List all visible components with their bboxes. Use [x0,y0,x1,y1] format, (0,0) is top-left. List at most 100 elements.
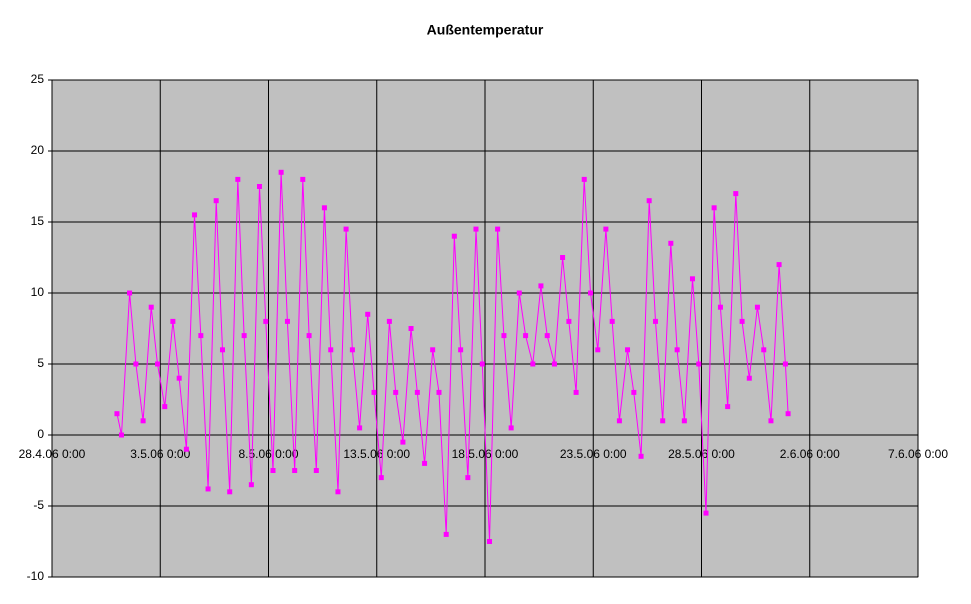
data-marker [631,389,637,395]
data-marker [284,318,290,324]
data-marker [551,361,557,367]
x-tick-label: 28.4.06 0:00 [19,447,86,461]
x-tick-label: 7.6.06 0:00 [888,447,948,461]
data-marker [674,347,680,353]
data-marker [270,468,276,473]
data-marker [581,176,587,182]
data-marker [560,255,566,260]
data-marker [313,468,319,473]
data-marker [176,375,182,381]
data-marker [501,333,507,339]
data-marker [761,347,767,353]
data-marker [357,425,363,431]
data-marker [638,453,644,459]
data-marker [183,446,189,452]
x-tick-label: 8.5.06 0:00 [238,447,298,461]
data-marker [205,486,211,492]
data-marker [544,333,550,339]
data-marker [343,226,349,232]
data-marker [479,361,485,367]
data-marker [652,318,658,324]
data-marker [782,361,788,367]
data-marker [689,276,695,282]
data-marker [668,240,674,246]
data-marker [473,226,479,232]
x-tick-label: 13.5.06 0:00 [343,447,410,461]
data-marker [443,531,449,537]
data-marker [451,233,457,239]
y-tick-label: -10 [27,569,45,583]
data-marker [148,304,154,310]
data-marker [588,290,594,296]
data-marker [192,212,198,218]
data-marker [349,347,355,353]
data-marker [573,389,579,395]
data-marker [227,489,233,495]
data-marker [140,418,146,424]
data-marker [335,489,341,495]
y-tick-label: 20 [31,143,45,157]
data-marker [609,318,615,324]
data-marker [646,198,652,204]
x-tick-label: 28.5.06 0:00 [668,447,735,461]
data-marker [703,510,709,516]
data-marker [321,205,327,211]
data-marker [603,226,609,232]
data-marker [785,411,791,417]
data-marker [717,304,723,310]
data-marker [681,418,687,424]
data-marker [248,482,254,488]
data-marker [371,389,377,395]
data-marker [133,361,139,367]
data-marker [256,184,262,189]
y-tick-label: -5 [33,498,44,512]
data-marker [127,290,133,296]
data-marker [711,205,717,211]
data-marker [660,418,666,424]
data-marker [114,411,120,417]
data-marker [754,304,760,310]
data-marker [198,333,204,339]
data-marker [378,475,384,481]
y-tick-label: 0 [37,427,44,441]
data-marker [733,191,739,197]
data-marker [436,389,442,395]
x-tick-label: 23.5.06 0:00 [560,447,627,461]
data-marker [495,226,501,232]
data-marker [306,333,312,339]
data-marker [768,418,774,424]
data-marker [393,389,399,395]
data-marker [538,283,544,289]
data-marker [414,389,420,395]
data-marker [300,176,306,182]
y-tick-label: 15 [31,214,45,228]
data-marker [328,347,334,353]
data-marker [292,468,298,473]
data-marker [278,169,284,175]
y-tick-label: 10 [31,285,45,299]
data-marker [213,198,219,204]
chart-title: Außentemperatur [427,22,544,38]
data-marker [725,404,731,410]
data-marker [365,311,371,317]
y-tick-label: 25 [31,72,45,86]
x-tick-label: 18.5.06 0:00 [452,447,519,461]
data-marker [430,347,436,353]
data-marker [523,333,529,339]
data-marker [508,425,514,431]
data-marker [516,290,522,296]
data-marker [235,176,241,182]
data-marker [458,347,464,353]
data-marker [595,347,601,353]
data-marker [155,361,161,367]
data-marker [422,460,428,466]
data-marker [118,432,124,438]
data-marker [746,375,752,381]
data-marker [487,539,493,544]
data-marker [566,318,572,324]
data-marker [170,318,176,324]
data-marker [219,347,225,353]
data-marker [241,333,247,339]
data-marker [739,318,745,324]
